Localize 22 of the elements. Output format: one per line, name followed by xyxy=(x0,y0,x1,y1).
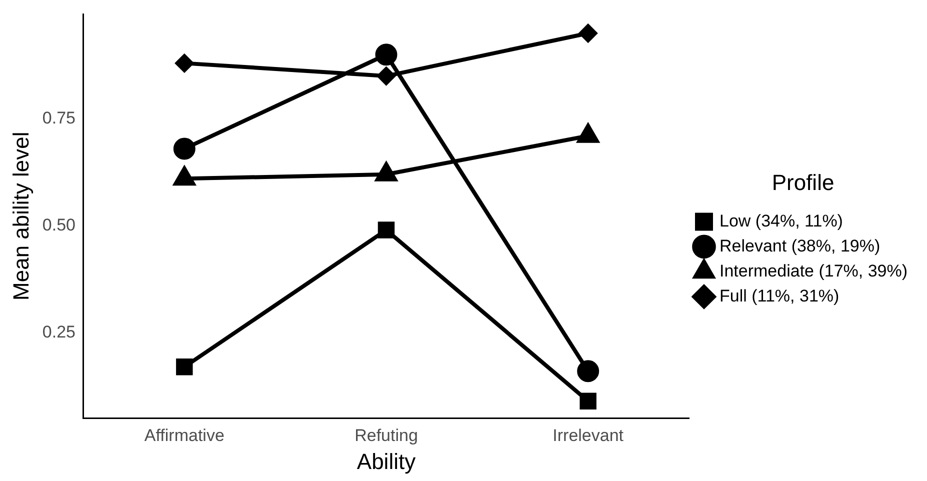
legend-label: Full (11%, 31%) xyxy=(720,286,840,306)
legend-label: Relevant (38%, 19%) xyxy=(720,236,880,256)
y-tick-label: 0.75 xyxy=(42,108,76,128)
point xyxy=(577,360,600,382)
point xyxy=(176,358,193,376)
point xyxy=(377,67,396,86)
point xyxy=(579,24,598,42)
x-axis-title: Ability xyxy=(356,448,416,474)
point xyxy=(173,138,196,160)
x-tick-label: Affirmative xyxy=(144,426,224,446)
y-tick-label: 0.25 xyxy=(42,322,76,342)
legend-label: Intermediate (17%, 39%) xyxy=(720,261,908,280)
legend-label: Low (34%, 11%) xyxy=(720,211,843,230)
legend-title: Profile xyxy=(772,170,834,195)
point xyxy=(580,392,596,410)
point xyxy=(175,54,194,72)
point xyxy=(378,222,395,238)
point xyxy=(375,44,398,66)
y-tick-label: 0.50 xyxy=(42,215,76,234)
x-tick-label: Refuting xyxy=(354,426,418,446)
x-tick-label: Irrelevant xyxy=(552,426,624,446)
y-axis-title: Mean ability level xyxy=(8,132,34,300)
